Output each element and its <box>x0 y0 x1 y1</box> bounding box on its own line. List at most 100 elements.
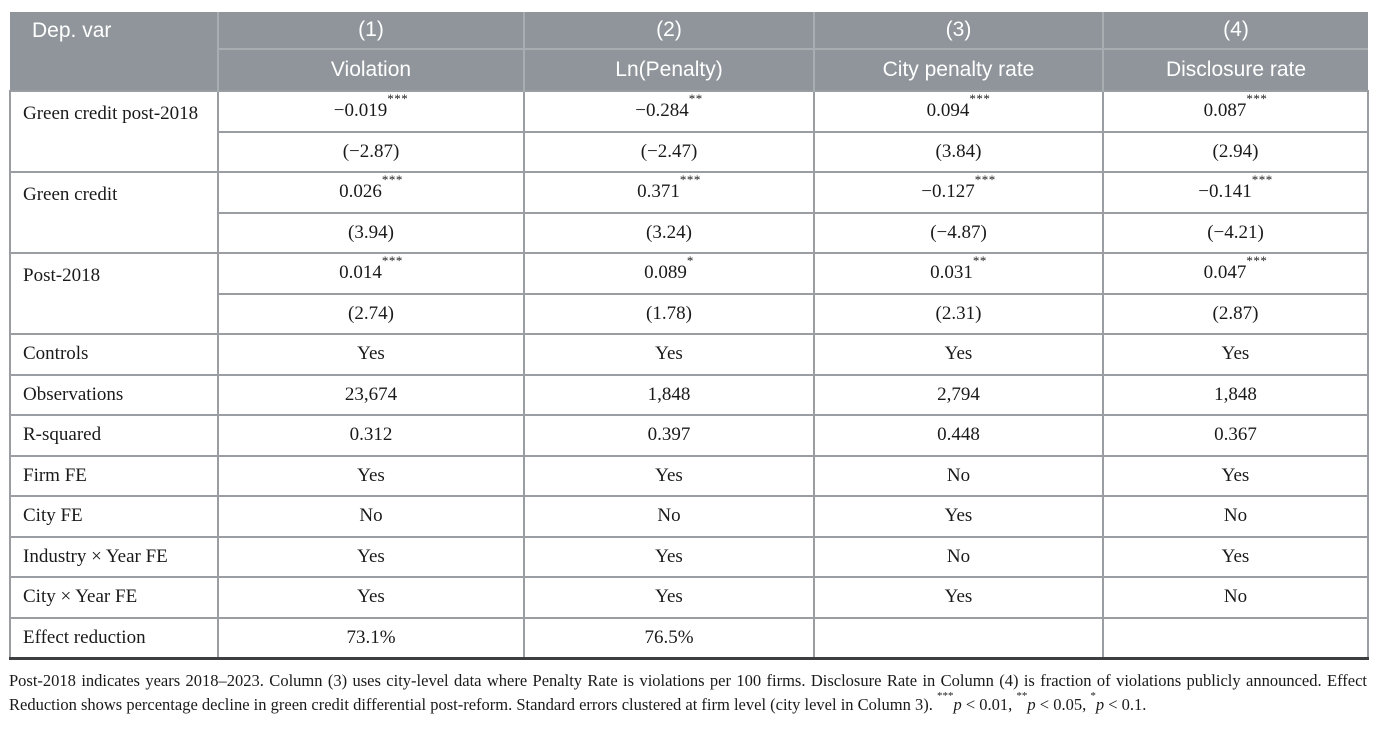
row-label: Industry × Year FE <box>9 535 219 578</box>
coefficient-cell: 0.087*** <box>1102 90 1369 133</box>
row-label: Green credit post-2018 <box>9 90 219 173</box>
row-label: R-squared <box>9 414 219 457</box>
coefficient-cell: 0.089* <box>523 252 815 295</box>
significance-stars: * <box>686 252 694 268</box>
summary-cell: Yes <box>523 454 815 497</box>
header-col2-name: Ln(Penalty) <box>523 48 815 91</box>
coefficient-cell: 0.026*** <box>217 171 525 214</box>
summary-cell: Yes <box>217 333 525 376</box>
row-label: Effect reduction <box>9 616 219 660</box>
summary-row: City FE No No Yes No <box>9 495 1369 538</box>
header-col1-number: (1) <box>217 12 525 50</box>
coefficient-cell: 0.014*** <box>217 252 525 295</box>
tstat-cell: (−4.21) <box>1102 211 1369 254</box>
header-row-numbers: Dep. var (1) (2) (3) (4) <box>10 12 1368 91</box>
summary-cell: Yes <box>217 454 525 497</box>
p-symbol: p <box>1027 695 1036 714</box>
tstat-cell: (2.87) <box>1102 292 1369 335</box>
significance-stars: *** <box>381 252 403 268</box>
header-col4-number: (4) <box>1102 12 1368 50</box>
page: Dep. var (1) (2) (3) (4) Violation Ln(Pe… <box>9 12 1369 715</box>
coefficient-row: Post-2018 0.014*** 0.089* 0.031** 0.047*** <box>9 252 1369 335</box>
summary-cell: Yes <box>1102 535 1369 578</box>
summary-cell: Yes <box>523 576 815 619</box>
summary-cell: Yes <box>217 576 525 619</box>
coefficient-cell: 0.031** <box>813 252 1104 295</box>
header-col3-name: City penalty rate <box>813 48 1104 91</box>
table-body: Green credit post-2018 −0.019*** −0.284** 0… <box>9 90 1369 660</box>
significance-stars: *** <box>974 171 996 187</box>
summary-cell: No <box>813 454 1104 497</box>
significance-stars: *** <box>1246 90 1268 106</box>
summary-cell: Yes <box>1102 454 1369 497</box>
tstat-row: (−2.87) (−2.47) (3.84) (2.94) <box>10 130 1369 173</box>
coefficient-row: Green credit 0.026*** 0.371*** −0.127*** −0.… <box>9 171 1369 254</box>
summary-row: R-squared 0.312 0.397 0.448 0.367 <box>9 414 1369 457</box>
summary-cell: No <box>1102 495 1369 538</box>
p-symbol: p <box>953 695 962 714</box>
coefficient-cell: −0.127*** <box>813 171 1104 214</box>
tstat-cell: (3.24) <box>523 211 815 254</box>
summary-cell: 0.448 <box>813 414 1104 457</box>
summary-cell: 76.5% <box>523 616 815 660</box>
tstat-cell: (−4.87) <box>813 211 1104 254</box>
summary-cell: No <box>813 535 1104 578</box>
coefficient-cell: −0.019*** <box>217 90 525 133</box>
summary-row: Industry × Year FE Yes Yes No Yes <box>9 535 1369 578</box>
summary-row: Firm FE Yes Yes No Yes <box>9 454 1369 497</box>
significance-stars: *** <box>1251 171 1273 187</box>
row-label: Post-2018 <box>9 252 219 335</box>
tstat-cell: (2.31) <box>813 292 1104 335</box>
row-label: Controls <box>9 333 219 376</box>
significance-stars: *** <box>387 90 409 106</box>
summary-cell: 2,794 <box>813 373 1104 416</box>
summary-cell: Yes <box>813 576 1104 619</box>
p-symbol: p <box>1095 695 1105 714</box>
significance-stars: *** <box>381 171 403 187</box>
row-label: Firm FE <box>9 454 219 497</box>
significance-stars: *** <box>969 90 991 106</box>
coefficient-cell: −0.141*** <box>1102 171 1369 214</box>
significance-stars: *** <box>1246 252 1268 268</box>
row-label: City FE <box>9 495 219 538</box>
regression-results-table: Dep. var (1) (2) (3) (4) Violation Ln(Pe… <box>9 12 1369 660</box>
header-col2-number: (2) <box>523 12 815 50</box>
summary-cell: 0.312 <box>217 414 525 457</box>
significance-stars: *** <box>679 171 701 187</box>
summary-row: City × Year FE Yes Yes Yes No <box>9 576 1369 619</box>
tstat-row: (2.74) (1.78) (2.31) (2.87) <box>10 292 1369 335</box>
row-label: City × Year FE <box>9 576 219 619</box>
coefficient-cell: −0.284** <box>523 90 815 133</box>
summary-cell: Yes <box>217 535 525 578</box>
summary-cell: Yes <box>1102 333 1369 376</box>
footnote: Post-2018 indicates years 2018–2023. Col… <box>9 670 1367 715</box>
tstat-cell: (2.94) <box>1102 130 1369 173</box>
summary-cell <box>813 616 1104 660</box>
significance-stars: ** <box>972 252 987 268</box>
summary-cell: 23,674 <box>217 373 525 416</box>
table-header: Dep. var (1) (2) (3) (4) Violation Ln(Pe… <box>10 12 1368 91</box>
summary-cell: 1,848 <box>523 373 815 416</box>
row-label: Green credit <box>9 171 219 254</box>
tstat-cell: (2.74) <box>217 292 525 335</box>
tstat-cell: (1.78) <box>523 292 815 335</box>
summary-cell: 0.397 <box>523 414 815 457</box>
coefficient-row: Green credit post-2018 −0.019*** −0.284** 0… <box>9 90 1369 173</box>
coefficient-cell: 0.371*** <box>523 171 815 214</box>
summary-cell: Yes <box>813 495 1104 538</box>
summary-cell: No <box>523 495 815 538</box>
summary-row: Controls Yes Yes Yes Yes <box>9 333 1369 376</box>
significance-stars: *** <box>936 689 954 702</box>
tstat-row: (3.94) (3.24) (−4.87) (−4.21) <box>10 211 1369 254</box>
summary-cell: 73.1% <box>217 616 525 660</box>
summary-cell: No <box>1102 576 1369 619</box>
significance-stars: ** <box>688 90 703 106</box>
summary-cell: 1,848 <box>1102 373 1369 416</box>
tstat-cell: (−2.87) <box>217 130 525 173</box>
row-label: Observations <box>9 373 219 416</box>
coefficient-cell: 0.047*** <box>1102 252 1369 295</box>
header-col1-name: Violation <box>218 48 525 91</box>
tstat-cell: (3.94) <box>217 211 525 254</box>
summary-cell: No <box>217 495 525 538</box>
summary-row: Effect reduction 73.1% 76.5% <box>9 616 1369 660</box>
